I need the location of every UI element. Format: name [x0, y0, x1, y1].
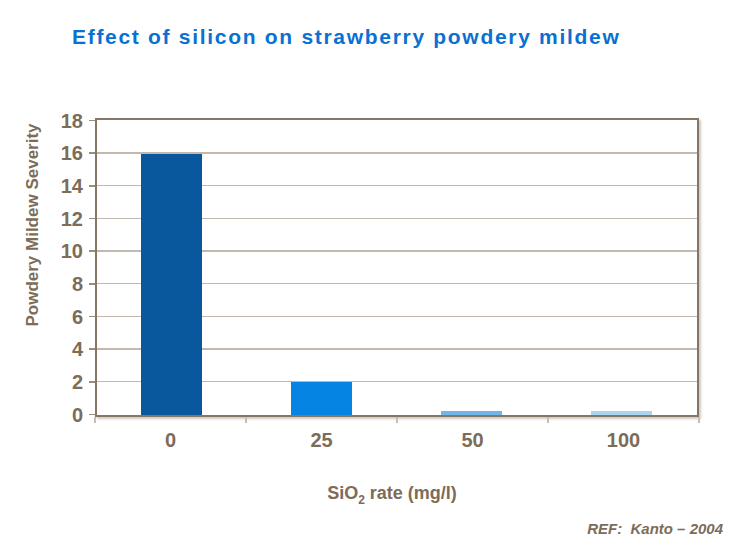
y-tick-mark — [89, 283, 95, 285]
y-tick-label: 6 — [39, 307, 83, 327]
x-tick-label: 50 — [461, 429, 483, 452]
y-tick-mark — [89, 120, 95, 122]
x-tick-mark — [245, 417, 247, 423]
chart-title: Effect of silicon on strawberry powdery … — [72, 25, 620, 49]
y-tick-label: 12 — [39, 209, 83, 229]
y-tick-mark — [89, 152, 95, 154]
y-tick-mark — [89, 381, 95, 383]
x-tick-mark — [698, 417, 700, 423]
x-axis-title-subscript: 2 — [358, 493, 365, 507]
y-tick-mark — [89, 250, 95, 252]
y-tick-mark — [89, 414, 95, 416]
y-tick-label: 10 — [39, 241, 83, 261]
y-tick-label: 8 — [39, 274, 83, 294]
y-tick-mark — [89, 218, 95, 220]
x-tick-mark — [94, 417, 96, 423]
y-tick-mark — [89, 316, 95, 318]
y-tick-label: 2 — [39, 372, 83, 392]
plot-area — [95, 118, 699, 417]
x-tick-mark — [547, 417, 549, 423]
x-tick-label: 100 — [607, 429, 640, 452]
reference-text: REF: Kanto – 2004 — [587, 520, 723, 537]
bar-25 — [291, 382, 352, 415]
y-tick-mark — [89, 348, 95, 350]
y-tick-label: 18 — [39, 111, 83, 131]
x-tick-label: 0 — [165, 429, 176, 452]
bar-0 — [141, 154, 202, 415]
bar-50 — [441, 411, 502, 415]
y-tick-label: 14 — [39, 176, 83, 196]
y-tick-label: 0 — [39, 405, 83, 425]
x-axis-title-suffix: rate (mg/l) — [365, 483, 457, 503]
x-axis-title: SiO2 rate (mg/l) — [327, 483, 457, 507]
y-tick-mark — [89, 185, 95, 187]
bar-100 — [591, 411, 652, 415]
x-axis-title-prefix: SiO — [327, 483, 358, 503]
y-tick-label: 4 — [39, 339, 83, 359]
x-tick-label: 25 — [310, 429, 332, 452]
y-tick-label: 16 — [39, 143, 83, 163]
x-tick-mark — [396, 417, 398, 423]
